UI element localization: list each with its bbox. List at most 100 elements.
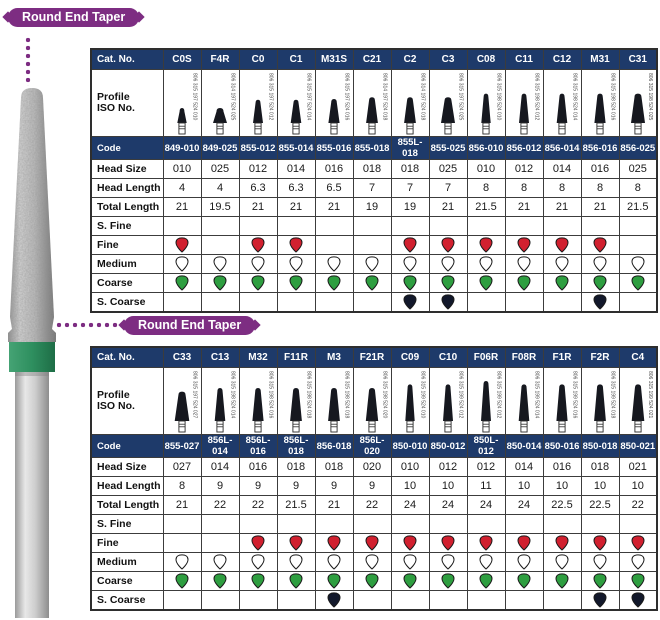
head-size-cell: 016 <box>314 159 354 179</box>
cat-no-cell: C31 <box>618 48 658 70</box>
iso-number: 806 315 199 524 018 <box>609 371 616 419</box>
cat-no-cell: F4R <box>200 48 240 70</box>
grit-cell-s_coarse <box>162 292 202 313</box>
grit-drop-green <box>365 573 379 589</box>
grit-drop-white <box>251 256 265 272</box>
grit-drop-white <box>403 554 417 570</box>
row-label-coarse: Coarse <box>90 571 164 591</box>
code-cell: 850L-012 <box>466 434 506 458</box>
grit-drop-white <box>479 554 493 570</box>
total-length-cell: 24 <box>466 495 506 515</box>
bur-profile-glyph <box>630 93 645 135</box>
row-label-code: Code <box>90 434 164 458</box>
row-label-profile-iso: Profile ISO No. <box>90 69 164 137</box>
total-length-cell: 19.5 <box>200 197 240 217</box>
total-length-cell: 24 <box>504 495 544 515</box>
cat-no-cell: C3 <box>428 48 468 70</box>
grit-cell-medium <box>390 254 430 274</box>
grit-drop-green <box>441 573 455 589</box>
section-badge-top: Round End Taper <box>8 8 140 27</box>
grit-cell-s_fine <box>352 216 392 236</box>
code-cell: 850-014 <box>504 434 544 458</box>
grit-cell-medium <box>314 552 354 572</box>
grit-cell-coarse <box>618 273 658 293</box>
code-cell: 856-012 <box>504 136 544 160</box>
iso-number: 806 315 198 524 020 <box>381 371 388 419</box>
grit-cell-s_coarse <box>200 292 240 313</box>
row-label-fine: Fine <box>90 533 164 553</box>
profile-cell: 806 315 198 524 018 <box>276 367 316 435</box>
total-length-cell: 22 <box>352 495 392 515</box>
grit-cell-s_coarse <box>428 590 468 611</box>
iso-number: 806 315 198 524 014 <box>571 73 578 121</box>
bur-profile-glyph <box>594 384 606 433</box>
grit-cell-s_fine <box>542 216 582 236</box>
grit-cell-s_coarse <box>580 292 620 313</box>
iso-number: 806 315 197 524 027 <box>191 371 198 419</box>
grit-drop-green <box>631 573 645 589</box>
grit-drop-red <box>517 535 531 551</box>
spec-table-round-end-taper-top: Cat. No. C0S F4R C0 C1 M31S C21 C2 C3 C08 C11 C12 M3… <box>90 48 658 313</box>
head-length-cell: 9 <box>238 476 278 496</box>
grit-drop-white <box>213 256 227 272</box>
cat-no-cell: C21 <box>352 48 392 70</box>
code-cell: 856-014 <box>542 136 582 160</box>
profile-cell: 806 315 198 524 014 <box>542 69 582 137</box>
iso-number: 806 315 197 524 010 <box>191 73 198 121</box>
head-length-cell: 10 <box>390 476 430 496</box>
total-length-cell: 21.5 <box>618 197 658 217</box>
row-label-total-length: Total Length <box>90 495 164 515</box>
iso-number: 806 315 199 524 012 <box>457 371 464 419</box>
total-length-cell: 22.5 <box>580 495 620 515</box>
grit-cell-s_fine <box>580 514 620 534</box>
code-cell: 856-018 <box>314 434 354 458</box>
row-label-head-length: Head Length <box>90 178 164 198</box>
head-length-cell: 10 <box>542 476 582 496</box>
total-length-cell: 22 <box>618 495 658 515</box>
total-length-cell: 21 <box>314 495 354 515</box>
row-label-head-size: Head Size <box>90 159 164 179</box>
head-length-cell: 6.3 <box>276 178 316 198</box>
head-length-cell: 6.3 <box>238 178 278 198</box>
grit-drop-green <box>403 275 417 291</box>
grit-cell-s_coarse <box>618 590 658 611</box>
grit-cell-fine <box>200 235 240 255</box>
grit-cell-medium <box>314 254 354 274</box>
grit-cell-medium <box>580 552 620 572</box>
grit-cell-s_coarse <box>162 590 202 611</box>
bur-profile-glyph <box>481 381 491 433</box>
head-length-cell: 6.5 <box>314 178 354 198</box>
head-length-cell: 8 <box>162 476 202 496</box>
bur-profile-glyph <box>328 388 340 433</box>
total-length-cell: 24 <box>390 495 430 515</box>
grit-cell-coarse <box>238 571 278 591</box>
iso-number: 806 315 197 524 025 <box>457 73 464 121</box>
grit-cell-coarse <box>276 571 316 591</box>
code-cell: 856-016 <box>580 136 620 160</box>
code-cell: 855-016 <box>314 136 354 160</box>
head-length-cell: 11 <box>466 476 506 496</box>
head-size-cell: 025 <box>200 159 240 179</box>
head-length-cell: 7 <box>428 178 468 198</box>
cat-no-cell: M31S <box>314 48 354 70</box>
grit-cell-s_coarse <box>390 590 430 611</box>
grit-drop-white <box>365 256 379 272</box>
cat-no-cell: C2 <box>390 48 430 70</box>
profile-cell: 806 315 199 524 021 <box>618 367 658 435</box>
grit-cell-s_fine <box>504 514 544 534</box>
grit-cell-coarse <box>390 273 430 293</box>
grit-cell-s_coarse <box>504 292 544 313</box>
grit-cell-s_coarse <box>542 590 582 611</box>
cat-no-cell: C12 <box>542 48 582 70</box>
grit-drop-green <box>213 573 227 589</box>
head-size-cell: 014 <box>504 457 544 477</box>
grit-cell-s_coarse <box>352 292 392 313</box>
iso-number: 806 315 198 524 018 <box>343 371 350 419</box>
profile-cell: 806 314 197 524 018 <box>352 69 392 137</box>
iso-number: 806 315 197 524 014 <box>305 73 312 121</box>
bur-profile-glyph <box>366 97 378 135</box>
grit-drop-red <box>403 535 417 551</box>
cat-no-cell: C13 <box>200 346 240 368</box>
spec-table-round-end-taper-bottom: Cat. No. C33 C13 M32 F11R M3 F21R C09 C10 F06R F08… <box>90 346 658 611</box>
grit-cell-coarse <box>504 273 544 293</box>
